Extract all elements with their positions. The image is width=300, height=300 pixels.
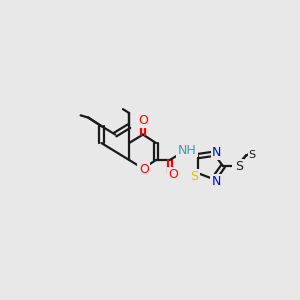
- Text: O: O: [138, 113, 148, 126]
- Text: S: S: [233, 160, 241, 172]
- Text: O: O: [168, 168, 178, 181]
- Text: S: S: [249, 150, 256, 160]
- Text: N: N: [212, 146, 222, 159]
- Text: NH: NH: [178, 144, 196, 157]
- Text: N: N: [213, 145, 222, 158]
- Text: O: O: [140, 163, 149, 176]
- Text: S: S: [190, 169, 199, 183]
- Text: N: N: [212, 175, 221, 188]
- Text: O: O: [138, 164, 148, 177]
- Text: S: S: [190, 169, 198, 183]
- Text: O: O: [138, 114, 148, 127]
- Text: O: O: [169, 169, 179, 182]
- Text: S: S: [235, 160, 243, 173]
- Text: NH: NH: [178, 143, 197, 157]
- Text: N: N: [212, 176, 221, 189]
